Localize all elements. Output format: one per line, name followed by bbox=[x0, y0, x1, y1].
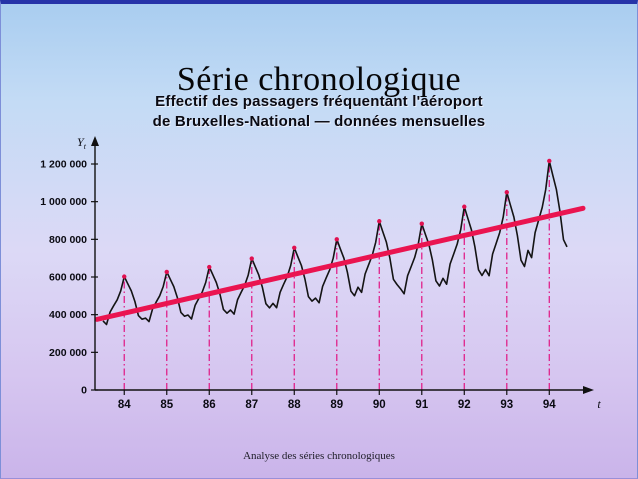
peak-marker bbox=[334, 237, 339, 242]
y-tick-label: 1 000 000 bbox=[40, 196, 87, 208]
x-tick-label: 90 bbox=[373, 399, 386, 411]
y-tick-label: 800 000 bbox=[49, 234, 87, 246]
chart-subtitle: Effectif des passagers fréquentant l'aér… bbox=[1, 92, 637, 131]
peak-marker bbox=[207, 264, 212, 270]
x-tick-label: 89 bbox=[330, 399, 343, 411]
x-tick-label: 94 bbox=[543, 399, 556, 411]
x-tick-label: 87 bbox=[245, 399, 258, 411]
peak-marker bbox=[249, 256, 254, 261]
y-axis-arrow-icon bbox=[91, 136, 99, 146]
x-tick-label: 85 bbox=[160, 399, 173, 411]
peak-marker bbox=[164, 269, 169, 275]
x-tick-label: 92 bbox=[458, 399, 471, 411]
x-axis-label: t bbox=[597, 397, 601, 411]
peak-marker bbox=[292, 245, 297, 251]
x-tick-label: 93 bbox=[500, 399, 513, 411]
y-tick-label: 200 000 bbox=[49, 347, 87, 359]
x-tick-label: 91 bbox=[415, 399, 428, 411]
series-line bbox=[102, 160, 568, 326]
time-series-chart: 0 200 000 400 000 600 000 800 000 1 000 000 1 … bbox=[40, 135, 601, 411]
y-tick-label: 600 000 bbox=[49, 272, 87, 284]
y-tick-label: 1 200 000 bbox=[40, 159, 87, 171]
x-tick-label: 84 bbox=[118, 399, 131, 411]
peak-marker bbox=[377, 219, 382, 224]
subtitle-line-2: de Bruxelles-National — données mensuell… bbox=[152, 112, 486, 130]
x-tick-label: 86 bbox=[203, 399, 216, 411]
x-axis-arrow-icon bbox=[583, 386, 594, 394]
subtitle-line-1: Effectif des passagers fréquentant l'aér… bbox=[155, 93, 483, 110]
y-axis-label: Yt bbox=[77, 135, 87, 151]
slide-footer: Analyse des séries chronologiques bbox=[243, 450, 395, 462]
peak-marker bbox=[419, 221, 424, 226]
peak-marker bbox=[122, 274, 127, 279]
peak-marker bbox=[504, 190, 509, 195]
x-tick-label: 88 bbox=[288, 399, 301, 411]
y-tick-label: 400 000 bbox=[49, 309, 87, 321]
trend-line bbox=[94, 205, 586, 322]
peak-marker bbox=[462, 204, 467, 209]
y-tick-label: 0 bbox=[81, 385, 87, 397]
peak-marker bbox=[547, 158, 552, 164]
page-title: Série chronologique bbox=[176, 60, 462, 98]
